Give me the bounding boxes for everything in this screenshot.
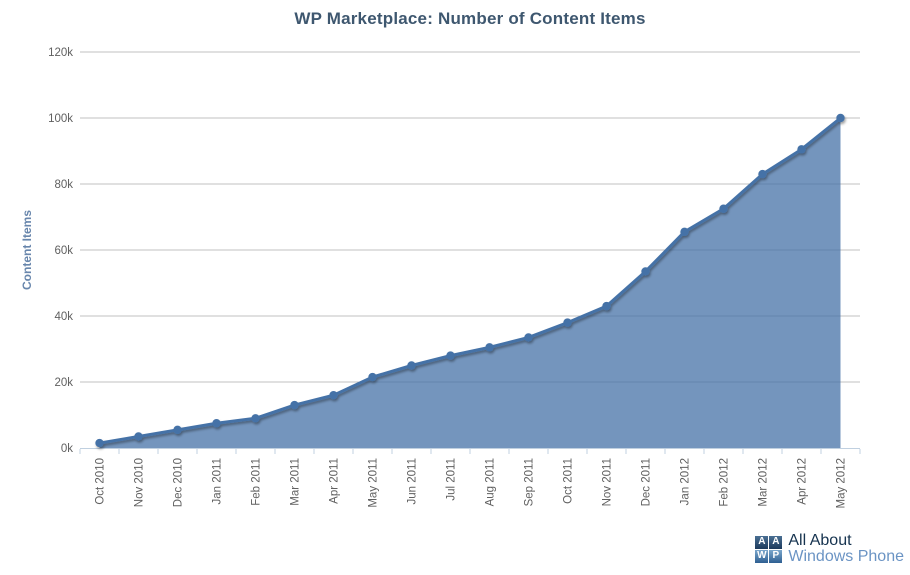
y-axis-tick-label: 60k: [54, 245, 73, 257]
x-axis-tick-label: Apr 2011: [329, 458, 341, 504]
x-axis-tick-label: Nov 2010: [134, 458, 146, 507]
y-axis-tick-label: 120k: [48, 47, 73, 59]
data-point-marker[interactable]: [446, 351, 455, 360]
data-point-marker[interactable]: [680, 227, 689, 237]
data-point-marker[interactable]: [602, 301, 611, 311]
y-axis-tick-label: 20k: [54, 377, 73, 389]
logo-line1: All About: [788, 532, 852, 549]
logo-square-w: W: [755, 549, 769, 563]
data-point-marker[interactable]: [836, 113, 845, 123]
x-axis-tick-label: Aug 2011: [485, 458, 497, 506]
chart-title: WP Marketplace: Number of Content Items: [294, 9, 646, 28]
y-axis-tick-label: 100k: [48, 113, 73, 125]
x-axis-tick-label: Apr 2012: [797, 458, 809, 505]
x-axis-tick-label: Oct 2010: [95, 458, 107, 505]
data-point-marker[interactable]: [95, 438, 104, 448]
data-point-marker[interactable]: [719, 204, 728, 213]
x-axis-tick-label: Jul 2011: [446, 458, 458, 501]
data-point-marker[interactable]: [134, 432, 143, 441]
data-point-marker[interactable]: [758, 169, 767, 179]
x-axis-tick-label: Jan 2011: [212, 458, 224, 504]
x-axis-tick-label: May 2012: [836, 458, 848, 509]
x-axis-tick-label: Dec 2011: [641, 458, 653, 506]
logo-square-a1: A: [755, 535, 769, 549]
data-point-marker[interactable]: [563, 318, 572, 327]
x-axis-tick-label: Mar 2011: [290, 458, 302, 506]
aawp-logo[interactable]: A A W P All About Windows Phone: [755, 533, 904, 565]
x-axis-tick-label: Jun 2011: [407, 458, 419, 504]
y-axis-tick-label: 0k: [61, 443, 73, 455]
data-point-marker[interactable]: [368, 372, 377, 382]
data-point-marker[interactable]: [251, 414, 260, 423]
x-axis-tick-label: Jan 2012: [680, 458, 692, 505]
data-point-marker[interactable]: [641, 267, 650, 276]
logo-square-a2: A: [769, 535, 783, 549]
data-point-marker[interactable]: [290, 400, 299, 410]
y-axis-tick-label: 40k: [54, 311, 73, 323]
data-point-marker[interactable]: [485, 343, 494, 352]
x-axis-tick-label: May 2011: [368, 458, 380, 508]
logo-square-p: P: [769, 549, 783, 563]
y-axis-title: Content Items: [20, 210, 34, 290]
logo-line2: Windows Phone: [788, 548, 904, 565]
aawp-logo-text: All About Windows Phone: [788, 533, 904, 565]
series-line: [99, 116, 842, 445]
y-axis-tick-label: 80k: [54, 179, 73, 191]
aawp-logo-squares-icon: A A W P: [755, 535, 783, 563]
data-point-marker[interactable]: [329, 391, 338, 400]
x-axis-tick-label: Oct 2011: [563, 458, 575, 504]
x-axis-tick-label: Nov 2011: [602, 458, 614, 506]
area-fill: [99, 118, 841, 448]
x-axis-tick-label: Sep 2011: [524, 458, 536, 506]
x-axis-tick-label: Feb 2012: [719, 458, 731, 507]
series-group: [95, 113, 845, 448]
data-point-marker[interactable]: [212, 419, 221, 428]
data-point-marker[interactable]: [173, 425, 182, 435]
data-point-marker[interactable]: [407, 361, 416, 370]
data-point-marker[interactable]: [524, 333, 533, 342]
x-axis-tick-label: Mar 2012: [758, 458, 770, 507]
data-point-marker[interactable]: [797, 145, 806, 154]
x-axis-tick-label: Feb 2011: [251, 458, 263, 506]
x-axis-tick-label: Dec 2010: [173, 458, 185, 507]
